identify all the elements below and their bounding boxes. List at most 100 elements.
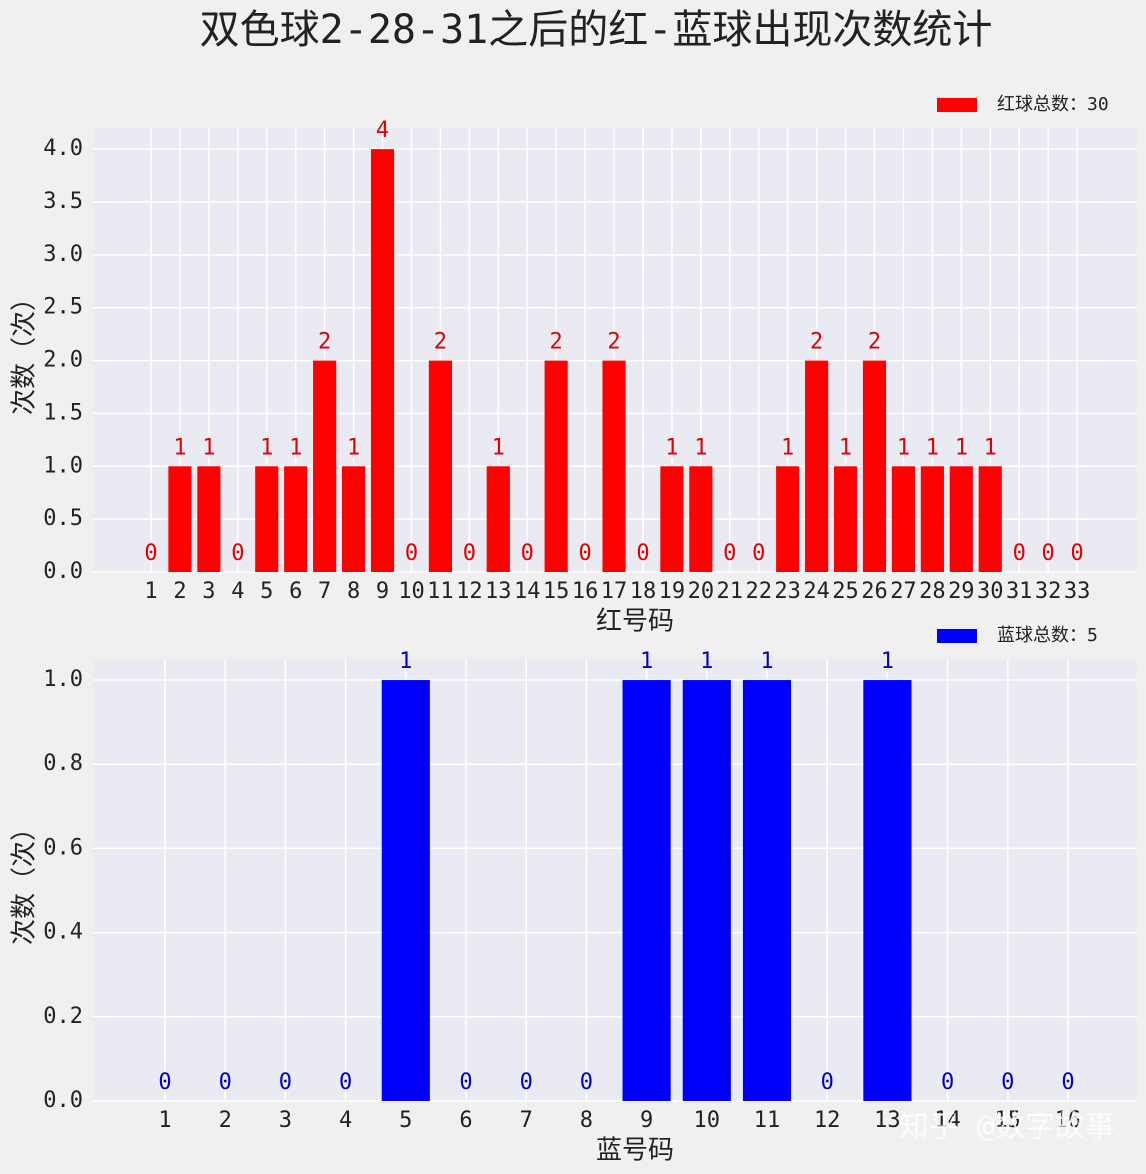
data-label: 0 (521, 541, 534, 566)
data-label: 0 (459, 1070, 472, 1095)
bar (342, 466, 366, 572)
bar (544, 360, 568, 572)
bar (833, 466, 858, 572)
x-tick-label: 7 (318, 579, 331, 604)
data-label: 1 (926, 435, 939, 460)
data-label: 0 (339, 1070, 352, 1095)
data-label: 1 (760, 649, 773, 674)
y-tick-label: 1.5 (43, 400, 83, 425)
x-tick-label: 1 (144, 579, 157, 604)
x-tick-label: 9 (376, 579, 389, 604)
y-axis-label: 次数（次） (10, 285, 40, 415)
bar (197, 466, 221, 572)
data-label: 0 (144, 541, 157, 566)
y-tick-label: 3.5 (43, 189, 83, 214)
x-axis-label: 红号码 (596, 607, 674, 637)
x-tick-label: 12 (814, 1108, 841, 1133)
x-tick-label: 10 (694, 1108, 721, 1133)
bar (742, 680, 792, 1101)
data-label: 2 (434, 330, 447, 355)
bar (682, 680, 731, 1101)
x-tick-label: 15 (995, 1108, 1022, 1133)
x-axis-label: 蓝号码 (596, 1136, 674, 1166)
x-tick-label: 11 (427, 579, 454, 604)
bar (689, 466, 713, 572)
data-label: 1 (665, 435, 678, 460)
x-tick-label: 11 (754, 1108, 781, 1133)
bar (370, 149, 395, 572)
data-label: 0 (405, 541, 418, 566)
data-label: 0 (1070, 541, 1083, 566)
x-tick-label: 31 (1006, 579, 1033, 604)
bar (805, 360, 829, 572)
data-label: 0 (723, 541, 736, 566)
data-label: 1 (492, 435, 505, 460)
data-label: 0 (520, 1070, 533, 1095)
x-tick-label: 1 (158, 1108, 171, 1133)
bar (602, 360, 626, 572)
x-tick-label: 8 (580, 1108, 593, 1133)
data-label: 1 (289, 435, 302, 460)
bar (949, 466, 973, 572)
x-tick-label: 25 (832, 579, 859, 604)
x-tick-label: 24 (803, 579, 830, 604)
x-tick-label: 19 (659, 579, 686, 604)
legend-label: 蓝球总数：5 (997, 625, 1098, 646)
x-tick-label: 17 (601, 579, 628, 604)
bar (920, 466, 944, 572)
bar (863, 680, 912, 1101)
data-label: 1 (781, 435, 794, 460)
x-tick-label: 22 (745, 579, 772, 604)
x-tick-label: 18 (630, 579, 657, 604)
x-tick-label: 16 (572, 579, 599, 604)
data-label: 1 (955, 435, 968, 460)
x-tick-label: 16 (1055, 1108, 1082, 1133)
watermark: 知乎 @数字故事 (899, 1110, 1115, 1145)
data-label: 0 (219, 1070, 232, 1095)
figure-title: 双色球2-28-31之后的红-蓝球出现次数统计 (200, 7, 993, 53)
x-tick-label: 32 (1035, 579, 1062, 604)
bar (428, 360, 452, 572)
x-tick-label: 29 (948, 579, 975, 604)
data-label: 2 (318, 330, 331, 355)
data-label: 1 (202, 435, 215, 460)
y-tick-label: 4.0 (43, 136, 83, 161)
x-tick-label: 4 (231, 579, 244, 604)
x-tick-label: 5 (260, 579, 273, 604)
x-tick-label: 15 (543, 579, 570, 604)
y-tick-label: 0.5 (43, 506, 83, 531)
data-label: 2 (810, 330, 823, 355)
data-label: 1 (839, 435, 852, 460)
data-label: 0 (279, 1070, 292, 1095)
x-tick-label: 26 (861, 579, 888, 604)
y-tick-label: 0.4 (43, 920, 83, 945)
bar (891, 466, 916, 572)
bar (776, 466, 800, 572)
data-label: 0 (578, 541, 591, 566)
data-label: 2 (868, 330, 881, 355)
x-tick-label: 23 (774, 579, 801, 604)
y-axis-label: 次数（次） (10, 815, 40, 945)
y-tick-label: 0.0 (43, 559, 83, 584)
data-label: 1 (984, 435, 997, 460)
y-tick-label: 1.0 (43, 453, 83, 478)
x-tick-label: 3 (202, 579, 215, 604)
y-tick-label: 0.2 (43, 1004, 83, 1029)
data-label: 1 (260, 435, 273, 460)
data-label: 0 (752, 541, 765, 566)
y-tick-label: 3.0 (43, 242, 83, 267)
x-tick-label: 10 (398, 579, 425, 604)
plot-area (93, 659, 1137, 1101)
legend-swatch (937, 629, 977, 643)
bar (622, 680, 671, 1101)
data-label: 1 (173, 435, 186, 460)
bar (862, 360, 887, 572)
data-label: 2 (607, 330, 620, 355)
y-tick-label: 0.0 (43, 1088, 83, 1113)
data-label: 0 (636, 541, 649, 566)
bar (284, 466, 308, 572)
x-tick-label: 30 (977, 579, 1004, 604)
data-label: 2 (550, 330, 563, 355)
x-tick-label: 5 (399, 1108, 412, 1133)
